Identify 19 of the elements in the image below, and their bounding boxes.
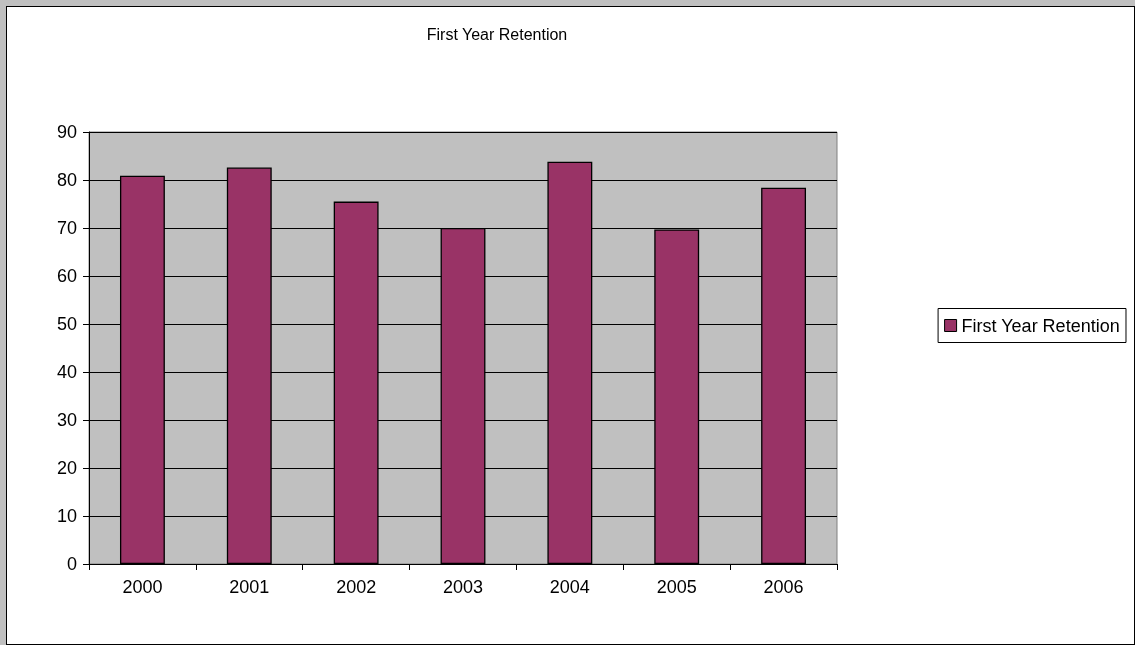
legend-label: First Year Retention <box>961 315 1120 336</box>
y-tick-label: 80 <box>56 170 77 190</box>
x-tick-label: 2001 <box>229 577 270 597</box>
y-tick-label: 50 <box>56 314 77 334</box>
y-tick-label: 10 <box>56 506 77 526</box>
y-tick-label: 0 <box>66 554 77 574</box>
x-tick-label: 2004 <box>549 577 590 597</box>
x-tick-label: 2003 <box>442 577 484 597</box>
chart-title: First Year Retention <box>426 25 568 43</box>
y-tick-label: 90 <box>56 122 77 142</box>
y-tick-label: 60 <box>56 266 77 286</box>
x-tick-label: 2000 <box>122 577 163 597</box>
x-tick-label: 2002 <box>336 577 377 597</box>
x-tick-label: 2006 <box>763 577 804 597</box>
y-tick-label: 20 <box>56 458 77 478</box>
x-tick-label: 2005 <box>656 577 697 597</box>
y-tick-label: 30 <box>56 410 77 430</box>
y-tick-label: 70 <box>56 218 77 238</box>
y-tick-label: 40 <box>56 362 77 382</box>
